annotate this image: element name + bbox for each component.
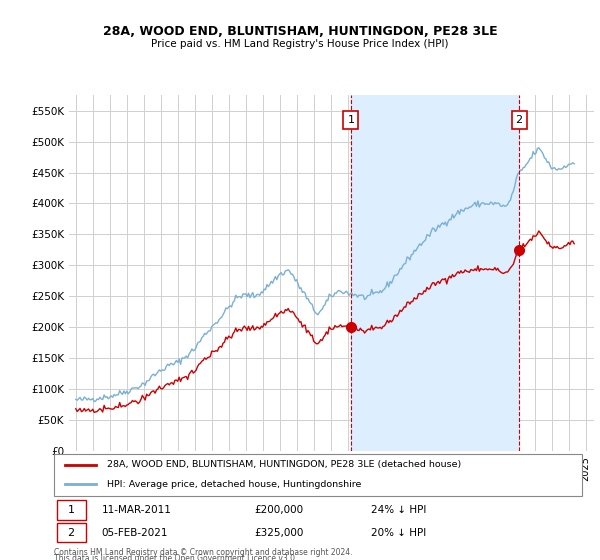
Text: HPI: Average price, detached house, Huntingdonshire: HPI: Average price, detached house, Hunt… <box>107 480 361 489</box>
Text: £200,000: £200,000 <box>254 505 304 515</box>
Text: 1: 1 <box>347 115 355 125</box>
Text: 20% ↓ HPI: 20% ↓ HPI <box>371 528 426 538</box>
Text: 28A, WOOD END, BLUNTISHAM, HUNTINGDON, PE28 3LE: 28A, WOOD END, BLUNTISHAM, HUNTINGDON, P… <box>103 25 497 38</box>
Text: 2: 2 <box>515 115 523 125</box>
FancyBboxPatch shape <box>56 523 86 543</box>
Text: £325,000: £325,000 <box>254 528 304 538</box>
Text: 1: 1 <box>68 505 74 515</box>
Text: This data is licensed under the Open Government Licence v3.0.: This data is licensed under the Open Gov… <box>54 554 298 560</box>
FancyBboxPatch shape <box>56 500 86 520</box>
Text: 2: 2 <box>68 528 75 538</box>
Text: 24% ↓ HPI: 24% ↓ HPI <box>371 505 426 515</box>
Bar <box>351 95 519 451</box>
FancyBboxPatch shape <box>54 454 582 496</box>
Text: Contains HM Land Registry data © Crown copyright and database right 2024.: Contains HM Land Registry data © Crown c… <box>54 548 353 557</box>
Text: 11-MAR-2011: 11-MAR-2011 <box>101 505 172 515</box>
Text: 05-FEB-2021: 05-FEB-2021 <box>101 528 168 538</box>
Text: 28A, WOOD END, BLUNTISHAM, HUNTINGDON, PE28 3LE (detached house): 28A, WOOD END, BLUNTISHAM, HUNTINGDON, P… <box>107 460 461 469</box>
Text: Price paid vs. HM Land Registry's House Price Index (HPI): Price paid vs. HM Land Registry's House … <box>151 39 449 49</box>
